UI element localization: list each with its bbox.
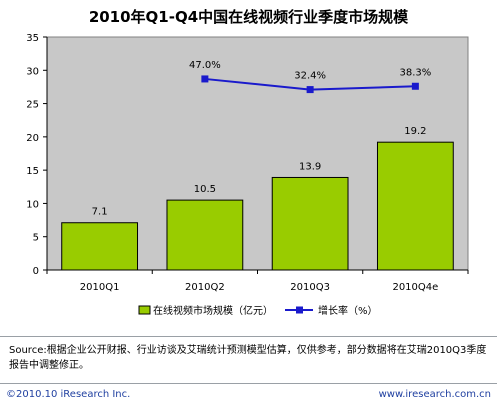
bar — [61, 222, 139, 271]
source-note: Source:根据企业公开财报、行业访谈及艾瑞统计预测模型估算，仅供参考，部分数… — [9, 345, 487, 371]
y-tick-label: 5 — [33, 233, 39, 244]
y-tick-label: 25 — [26, 100, 39, 111]
y-tick-label: 35 — [26, 33, 39, 44]
growth-rate-label: 47.0% — [189, 60, 221, 71]
growth-rate-point — [306, 86, 314, 94]
bar-data-label: 7.1 — [92, 207, 108, 218]
y-tick-label: 30 — [26, 66, 39, 77]
legend-swatch-bar — [138, 305, 151, 315]
growth-rate-point — [201, 75, 209, 83]
bar — [376, 141, 454, 271]
y-tick-label: 20 — [26, 133, 39, 144]
y-tick-label: 15 — [26, 166, 39, 177]
growth-rate-point — [411, 82, 419, 90]
y-tick-label: 0 — [33, 266, 39, 277]
growth-rate-label: 32.4% — [294, 71, 326, 82]
chart-title: 2010年Q1-Q4中国在线视频行业季度市场规模 — [88, 8, 409, 26]
legend-swatch-marker — [296, 306, 303, 314]
x-tick-label: 2010Q1 — [80, 282, 120, 293]
bar — [166, 199, 244, 271]
bar-data-label: 10.5 — [194, 184, 216, 195]
legend-label-line: 增长率（%） — [318, 304, 378, 317]
x-tick-label: 2010Q4e — [392, 282, 438, 293]
x-tick-label: 2010Q3 — [290, 282, 330, 293]
growth-rate-label: 38.3% — [399, 67, 431, 78]
website-link[interactable]: www.iresearch.com.cn — [378, 389, 491, 400]
x-tick-label: 2010Q2 — [185, 282, 225, 293]
copyright-text: ©2010.10 iResearch Inc. — [6, 389, 131, 400]
divider-line — [0, 336, 497, 337]
legend-label-bar: 在线视频市场规模（亿元） — [153, 304, 273, 317]
chart-svg: 0 5 10 15 20 25 30 35 7.1 2010Q1 10.5 2010Q2 13.9 201… — [26, 33, 469, 317]
footer-divider — [0, 383, 497, 384]
y-tick-label: 10 — [26, 199, 39, 210]
bar-data-label: 19.2 — [404, 126, 426, 137]
bar-data-label: 13.9 — [299, 161, 321, 172]
bar — [271, 176, 349, 271]
